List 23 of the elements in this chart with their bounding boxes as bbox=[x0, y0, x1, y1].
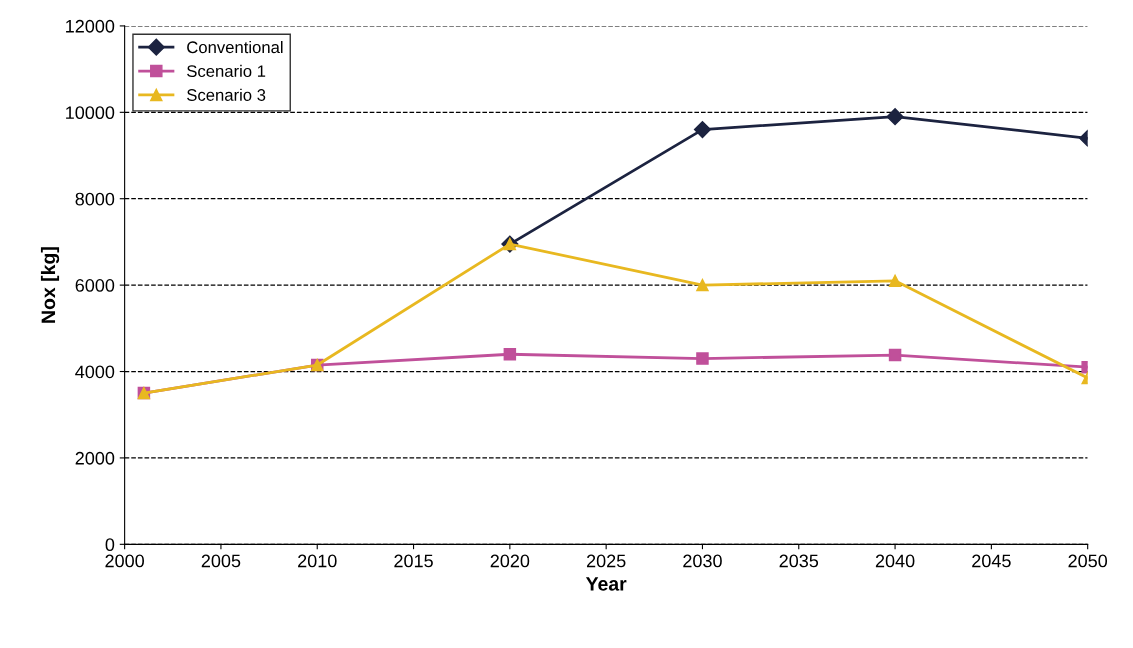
legend-label: Scenario 1 bbox=[187, 64, 266, 78]
x-tick-label: 2010 bbox=[298, 554, 337, 568]
x-tick-label: 2040 bbox=[875, 554, 915, 568]
x-axis-title: Year bbox=[585, 577, 627, 591]
x-tick-label: 2000 bbox=[105, 554, 145, 568]
y-tick-label: 10000 bbox=[66, 106, 115, 120]
y-tick-label: 12000 bbox=[66, 19, 115, 33]
legend-label: Scenario 3 bbox=[187, 88, 266, 101]
x-tick-label: 2025 bbox=[586, 554, 626, 568]
x-tick-label: 2005 bbox=[201, 554, 241, 568]
y-tick-label: 2000 bbox=[75, 451, 115, 465]
y-tick-label: 6000 bbox=[75, 279, 115, 292]
y-tick-label: 4000 bbox=[75, 365, 115, 379]
x-tick-label: 2045 bbox=[972, 554, 1011, 568]
y-tick-label: 0 bbox=[105, 538, 115, 552]
x-tick-label: 2030 bbox=[683, 554, 722, 568]
legend-label: Conventional bbox=[187, 40, 283, 54]
x-tick-label: 2035 bbox=[779, 554, 819, 568]
x-tick-label: 2020 bbox=[490, 554, 530, 568]
x-tick-label: 2050 bbox=[1068, 554, 1108, 568]
y-axis-title: Nox [kg] bbox=[40, 247, 60, 323]
x-tick-label: 2015 bbox=[394, 554, 433, 568]
y-tick-label: 8000 bbox=[75, 192, 115, 206]
